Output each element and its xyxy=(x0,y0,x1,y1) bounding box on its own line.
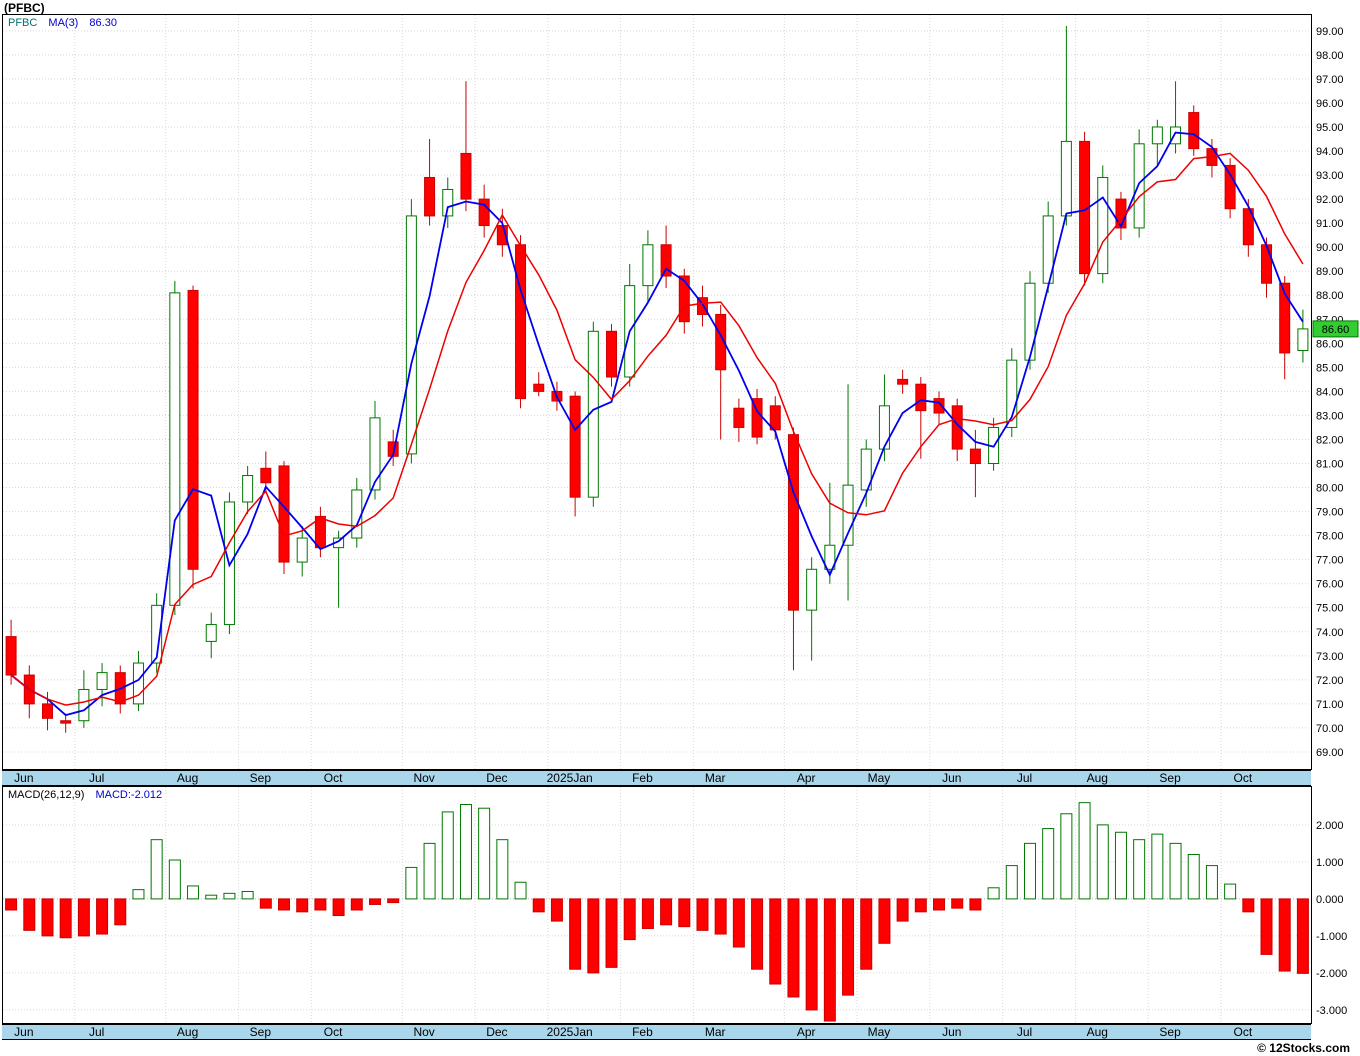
price-axis-label: 95.00 xyxy=(1316,122,1344,134)
price-axis-label: 86.00 xyxy=(1316,338,1344,350)
month-label: Apr xyxy=(796,1025,816,1039)
month-label: Jun xyxy=(14,1025,34,1039)
price-axis-label: 83.00 xyxy=(1316,410,1344,422)
month-label: Jun xyxy=(942,1025,962,1039)
price-axis-label: 71.00 xyxy=(1316,699,1344,711)
month-label: Jul xyxy=(88,771,105,785)
month-label: May xyxy=(867,1025,891,1039)
month-label: Jul xyxy=(88,1025,105,1039)
month-label: Aug xyxy=(176,771,199,785)
macd-axis-label: -2.000 xyxy=(1316,968,1347,980)
month-label: Aug xyxy=(1086,771,1108,785)
price-x-axis-band: Jun Jul Aug Sep Oct Nov Dec 2025Jan Feb Mar Apr May… xyxy=(2,770,1311,786)
price-axis-label: 96.00 xyxy=(1316,98,1344,110)
month-label: Jul xyxy=(1016,1025,1033,1039)
month-label: Jul xyxy=(1016,771,1033,785)
month-label: Jun xyxy=(14,771,34,785)
price-axis-label: 75.00 xyxy=(1316,603,1344,615)
price-axis-label: 90.00 xyxy=(1316,242,1344,254)
month-label: Nov xyxy=(413,771,435,785)
macd-axis-label: 0.000 xyxy=(1316,894,1344,906)
month-label: Aug xyxy=(1086,1025,1108,1039)
month-label: Mar xyxy=(704,1025,726,1039)
price-axis-label: 97.00 xyxy=(1316,74,1344,86)
price-axis-label: 76.00 xyxy=(1316,579,1344,591)
price-axis-label: 72.00 xyxy=(1316,675,1344,687)
month-label: Oct xyxy=(1233,1025,1253,1039)
month-label: Oct xyxy=(1233,771,1253,785)
candlestick-chart: 99.00 98.00 97.00 96.00 95.00 94.00 93.00 92.00… xyxy=(2,14,1359,770)
price-axis-label: 74.00 xyxy=(1316,627,1344,639)
svg-text:86.60: 86.60 xyxy=(1322,324,1350,336)
price-legend: PFBC MA(3) 86.30 xyxy=(8,17,125,29)
price-axis-label: 78.00 xyxy=(1316,531,1344,543)
price-axis-label: 93.00 xyxy=(1316,170,1344,182)
price-axis-label: 89.00 xyxy=(1316,266,1344,278)
month-label: Feb xyxy=(632,771,653,785)
macd-axis-label: 2.000 xyxy=(1316,820,1344,832)
price-axis-label: 77.00 xyxy=(1316,555,1344,567)
month-label: Apr xyxy=(796,771,816,785)
price-axis-label: 73.00 xyxy=(1316,651,1344,663)
last-price-tag xyxy=(1312,320,1359,338)
macd-panel: 2.000 1.000 0.000 -1.000 -2.000 -3.000 MACD(2… xyxy=(0,786,1360,1024)
price-axis-label: 99.00 xyxy=(1316,26,1344,38)
price-axis-label: 69.00 xyxy=(1316,747,1344,759)
month-label: Oct xyxy=(323,1025,343,1039)
legend-ma-label: MA(3) xyxy=(48,17,79,29)
macd-x-axis-band: Jun Jul Aug Sep Oct Nov Dec 2025Jan Feb Mar Apr May… xyxy=(2,1024,1311,1040)
price-axis-label: 82.00 xyxy=(1316,434,1344,446)
macd-axis-label: -1.000 xyxy=(1316,931,1347,943)
price-axis-label: 85.00 xyxy=(1316,362,1344,374)
price-axis-label: 81.00 xyxy=(1316,459,1344,471)
macd-legend: MACD(26,12,9) MACD:-2.012 xyxy=(8,789,170,801)
price-axis-label: 92.00 xyxy=(1316,194,1344,206)
month-label: Dec xyxy=(486,1025,508,1039)
month-label: Sep xyxy=(249,771,272,785)
month-label: Oct xyxy=(323,771,343,785)
symbol-title: (PFBC) xyxy=(4,1,45,15)
price-axis-label: 79.00 xyxy=(1316,507,1344,519)
month-label: Feb xyxy=(632,1025,653,1039)
macd-axis-label: -3.000 xyxy=(1316,1005,1347,1017)
month-label: 2025Jan xyxy=(546,771,593,785)
price-axis-label: 84.00 xyxy=(1316,386,1344,398)
price-axis-label: 88.00 xyxy=(1316,290,1344,302)
price-axis-label: 91.00 xyxy=(1316,218,1344,230)
price-chart-panel: 99.00 98.00 97.00 96.00 95.00 94.00 93.00 92.00… xyxy=(0,14,1360,770)
month-label: 2025Jan xyxy=(546,1025,593,1039)
price-axis-label: 94.00 xyxy=(1316,146,1344,158)
macd-label: MACD(26,12,9) xyxy=(8,789,85,801)
price-axis-label: 80.00 xyxy=(1316,483,1344,495)
month-label: Mar xyxy=(704,771,726,785)
month-label: May xyxy=(867,771,891,785)
macd-histogram-chart: 2.000 1.000 0.000 -1.000 -2.000 -3.000 xyxy=(2,786,1347,1024)
month-label: Dec xyxy=(486,771,508,785)
month-label: Sep xyxy=(1159,1025,1181,1039)
copyright: © 12Stocks.com xyxy=(1257,1041,1350,1055)
legend-ma-value: 86.30 xyxy=(89,17,117,29)
month-label: Nov xyxy=(413,1025,435,1039)
macd-axis-label: 1.000 xyxy=(1316,857,1344,869)
month-label: Jun xyxy=(942,771,962,785)
legend-symbol: PFBC xyxy=(8,17,38,29)
month-label: Sep xyxy=(249,1025,272,1039)
price-axis-label: 70.00 xyxy=(1316,723,1344,735)
copyright-text[interactable]: © 12Stocks.com xyxy=(1257,1041,1350,1055)
month-label: Aug xyxy=(176,1025,199,1039)
price-axis-label: 98.00 xyxy=(1316,50,1344,62)
month-label: Sep xyxy=(1159,771,1181,785)
macd-value: MACD:-2.012 xyxy=(95,789,163,801)
